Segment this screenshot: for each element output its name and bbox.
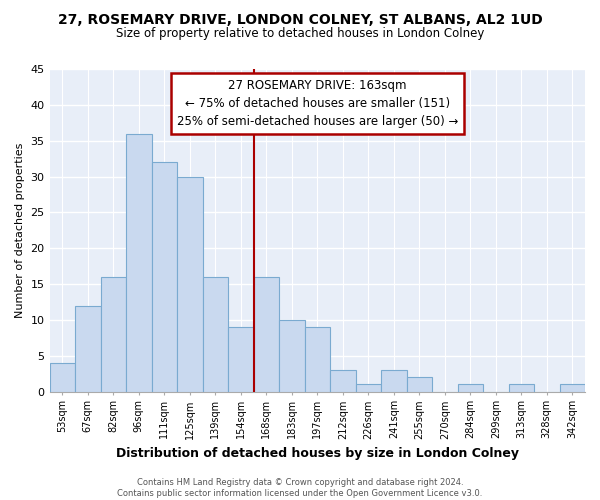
X-axis label: Distribution of detached houses by size in London Colney: Distribution of detached houses by size … <box>116 447 519 460</box>
Bar <box>203 277 228 392</box>
Bar <box>75 306 101 392</box>
Bar <box>458 384 483 392</box>
Text: 27, ROSEMARY DRIVE, LONDON COLNEY, ST ALBANS, AL2 1UD: 27, ROSEMARY DRIVE, LONDON COLNEY, ST AL… <box>58 12 542 26</box>
Bar <box>305 327 330 392</box>
Bar <box>101 277 126 392</box>
Y-axis label: Number of detached properties: Number of detached properties <box>15 142 25 318</box>
Bar <box>330 370 356 392</box>
Text: Size of property relative to detached houses in London Colney: Size of property relative to detached ho… <box>116 28 484 40</box>
Bar <box>509 384 534 392</box>
Bar <box>177 176 203 392</box>
Bar <box>254 277 279 392</box>
Bar <box>381 370 407 392</box>
Bar <box>126 134 152 392</box>
Bar <box>152 162 177 392</box>
Bar <box>228 327 254 392</box>
Bar <box>407 377 432 392</box>
Bar <box>279 320 305 392</box>
Text: 27 ROSEMARY DRIVE: 163sqm
← 75% of detached houses are smaller (151)
25% of semi: 27 ROSEMARY DRIVE: 163sqm ← 75% of detac… <box>176 78 458 128</box>
Text: Contains HM Land Registry data © Crown copyright and database right 2024.
Contai: Contains HM Land Registry data © Crown c… <box>118 478 482 498</box>
Bar <box>50 363 75 392</box>
Bar <box>560 384 585 392</box>
Bar <box>356 384 381 392</box>
